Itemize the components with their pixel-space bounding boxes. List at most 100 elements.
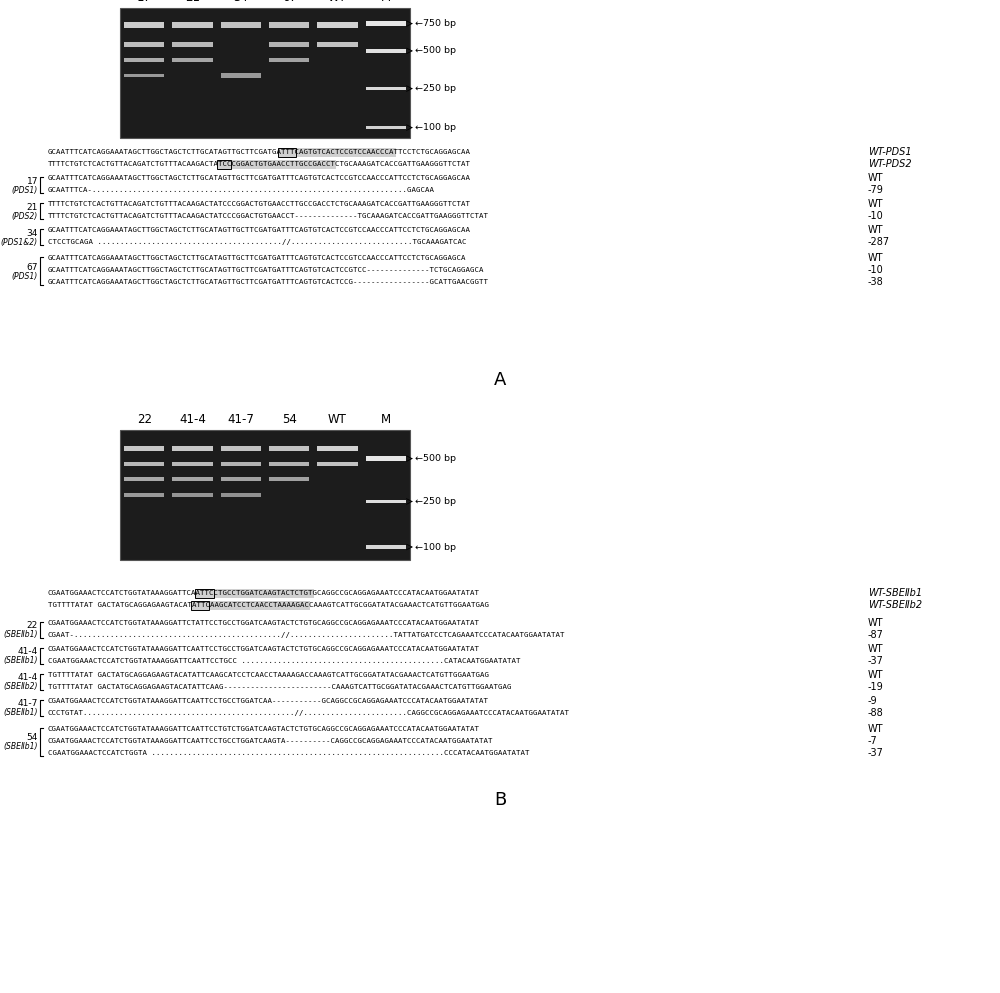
Text: CTCCTGCAGA .........................................//..........................: CTCCTGCAGA .............................… [48,239,466,245]
Bar [217,160,231,169]
Text: -79: -79 [868,185,884,195]
Text: CGAATGGAAACTCCATCTGGTATAAAGGATTCAATTCCTGTCTGGATCAAGTACTCTGTGCAGGCCGCAGGAGAAATCCC: CGAATGGAAACTCCATCTGGTATAAAGGATTCAATTCCTG… [48,726,480,732]
Bar [269,58,309,62]
Bar [221,446,261,451]
Bar [317,462,358,466]
Bar [172,42,213,47]
Text: GCAATTTCATCAGGAAATAGCTTGGCTAGCTCTTGCATAGTTGCTTCGATGATTTCAGTGTCACTCCGTCCAACCCATTC: GCAATTTCATCAGGAAATAGCTTGGCTAGCTCTTGCATAG… [48,175,471,181]
Text: WT: WT [868,618,884,628]
Text: -10: -10 [868,211,884,221]
Text: CGAATGGAAACTCCATCTGGTATAAAGGATTCAATTCCTGCCTGGATCAAGTACTCTGTGCAGGCCGCAGGAGAAATCCC: CGAATGGAAACTCCATCTGGTATAAAGGATTCAATTCCTG… [48,590,480,596]
Bar [366,49,406,53]
Text: 41-4: 41-4 [18,647,38,656]
Bar [191,601,310,610]
Text: GCAATTTCATCAGGAAATAGCTTGGCTAGCTCTTGCATAGTTGCTTCGATGATTTCAGTGTCACTCCGTCCAACCCATTC: GCAATTTCATCAGGAAATAGCTTGGCTAGCTCTTGCATAG… [48,149,471,155]
Bar [124,494,164,496]
Text: ←500 bp: ←500 bp [415,454,456,463]
Text: ←100 bp: ←100 bp [415,123,456,132]
Bar [124,478,164,482]
Text: GCAATTTCATCAGGAAATAGCTTGGCTAGCTCTTGCATAGTTGCTTCGATGATTTCAGTGTCACTCCG------------: GCAATTTCATCAGGAAATAGCTTGGCTAGCTCTTGCATAG… [48,279,489,285]
Text: CGAATGGAAACTCCATCTGGTATAAAGGATTCAATTCCTGCCTGGATCAAGTACTCTGTGCAGGCCGCAGGAGAAATCCC: CGAATGGAAACTCCATCTGGTATAAAGGATTCAATTCCTG… [48,646,480,652]
Text: -19: -19 [868,682,884,692]
Bar [366,457,406,461]
Text: -38: -38 [868,277,884,287]
Text: 21: 21 [27,203,38,212]
Text: (PDS2): (PDS2) [12,212,38,220]
Bar [172,58,213,62]
Text: GCAATTTCATCAGGAAATAGCTTGGCTAGCTCTTGCATAGTTGCTTCGATGATTTCAGTGTCACTCCGTCCAACCCATTC: GCAATTTCATCAGGAAATAGCTTGGCTAGCTCTTGCATAG… [48,227,471,233]
Bar [269,446,309,451]
Text: CGAATGGAAACTCCATCTGGTATAAAGGATTCAATTCCTGCCTGGATCAAGTA----------CAGGCCGCAGGAGAAAT: CGAATGGAAACTCCATCTGGTATAAAGGATTCAATTCCTG… [48,738,494,744]
Text: -10: -10 [868,265,884,275]
Text: 22: 22 [137,413,152,426]
Text: TTTTCTGTCTCACTGTTACAGATCTGTTTACAAGACTATCCCGGACTGTGAACCTTGCCGACCTCTGCAAAGATCACCGA: TTTTCTGTCTCACTGTTACAGATCTGTTTACAAGACTATC… [48,201,471,207]
Bar [124,73,164,77]
Text: TGTTTTATAT GACTATGCAGGAGAAGTACATATTCAAGCATCCTCAACCTAAAAGACCAAAGTCATTGCGGATATACGA: TGTTTTATAT GACTATGCAGGAGAAGTACATATTCAAGC… [48,672,489,678]
Text: WT: WT [868,225,884,235]
Bar [221,73,261,78]
Text: ←250 bp: ←250 bp [415,84,456,93]
Text: 34: 34 [27,228,38,237]
Text: -9: -9 [868,696,878,706]
Text: WT: WT [868,644,884,654]
Text: WT-SBEⅡb1: WT-SBEⅡb1 [868,588,922,598]
Bar [366,545,406,548]
Bar [195,589,214,598]
Text: 41-4: 41-4 [179,413,206,426]
Bar [269,462,309,466]
Text: CCCTGTAT...............................................//.......................: CCCTGTAT................................… [48,710,570,716]
Bar [172,22,213,28]
Bar [124,446,164,451]
Text: 54: 54 [282,413,297,426]
Text: CGAAT-..............................................//.......................TAT: CGAAT-..................................… [48,632,566,638]
Bar [120,8,410,138]
Text: M: M [381,413,391,426]
Text: A: A [494,371,506,389]
Text: ←500 bp: ←500 bp [415,47,456,56]
Text: WT-PDS1: WT-PDS1 [868,147,912,157]
Bar [221,462,261,466]
Bar [317,22,358,28]
Bar [221,22,261,28]
Text: GCAATTTCATCAGGAAATAGCTTGGCTAGCTCTTGCATAGTTGCTTCGATGATTTCAGTGTCACTCCGTCC---------: GCAATTTCATCAGGAAATAGCTTGGCTAGCTCTTGCATAG… [48,267,484,273]
Text: -287: -287 [868,237,890,247]
Text: WT: WT [868,253,884,263]
Bar [124,58,164,62]
Text: (PDS1): (PDS1) [12,271,38,280]
Text: WT: WT [868,724,884,734]
Bar [366,126,406,129]
Bar [366,21,406,26]
Text: -37: -37 [868,656,884,666]
Text: CGAATGGAAACTCCATCTGGTA .........................................................: CGAATGGAAACTCCATCTGGTA .................… [48,750,530,756]
Bar [366,87,406,90]
Text: 41-7: 41-7 [18,699,38,708]
Bar [217,160,336,169]
Bar [221,494,261,496]
Text: ←750 bp: ←750 bp [415,19,456,28]
Text: TTTTCTGTCTCACTGTTACAGATCTGTTTACAAGACTATCCCGGACTGTGAACCTTGCCGACCTCTGCAAAGATCACCGA: TTTTCTGTCTCACTGTTACAGATCTGTTTACAAGACTATC… [48,161,471,167]
Text: -88: -88 [868,708,884,718]
Bar [269,478,309,482]
Text: 22: 22 [27,622,38,631]
Text: -37: -37 [868,748,884,758]
Bar [191,601,209,610]
Text: TGTTTTATAT GACTATGCAGGAGAAGTACATATTCAAGCATCCTCAACCTAAAAGACCAAAGTCATTGCGGATATACGA: TGTTTTATAT GACTATGCAGGAGAAGTACATATTCAAGC… [48,602,489,608]
Text: 17: 17 [26,177,38,186]
Text: -7: -7 [868,736,878,746]
Text: WT: WT [328,413,347,426]
Bar [120,430,410,560]
Bar [317,446,358,451]
Text: TGTTTTATAT GACTATGCAGGAGAAGTACATATTCAAG------------------------CAAAGTCATTGCGGATA: TGTTTTATAT GACTATGCAGGAGAAGTACATATTCAAG-… [48,684,512,690]
Text: 41-7: 41-7 [227,413,254,426]
Text: GCAATTTCA-......................................................................: GCAATTTCA-..............................… [48,187,435,193]
Text: WT: WT [868,199,884,209]
Bar [269,22,309,28]
Text: 54: 54 [27,734,38,743]
Text: (PDS1): (PDS1) [12,186,38,195]
Bar [195,589,314,598]
Text: TTTTCTGTCTCACTGTTACAGATCTGTTTACAAGACTATCCCGGACTGTGAACCT--------------TGCAAAGATCA: TTTTCTGTCTCACTGTTACAGATCTGTTTACAAGACTATC… [48,213,489,219]
Bar [317,42,358,47]
Bar [269,42,309,47]
Bar [172,494,213,496]
Text: (SBEⅡb1): (SBEⅡb1) [4,708,38,718]
